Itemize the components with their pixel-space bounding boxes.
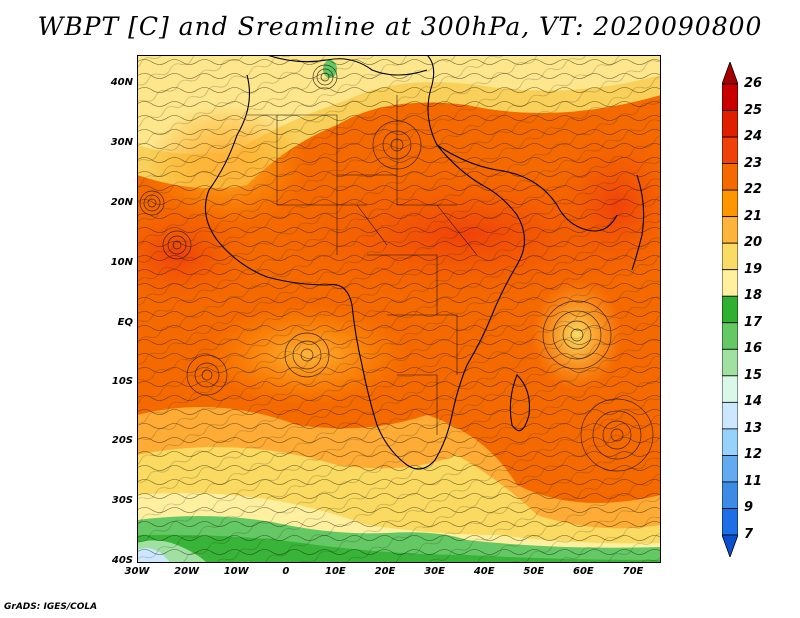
lat-tick-label: 40N (110, 77, 133, 88)
colorbar-tick-label: 12 (744, 447, 763, 463)
lat-tick-label: 30N (110, 137, 133, 148)
colorbar-tick-label: 16 (744, 341, 763, 357)
lon-tick-label: 70E (622, 566, 644, 577)
colorbar-tick-label: 20 (744, 235, 763, 251)
colorbar-segment (722, 481, 738, 509)
colorbar-segment (722, 163, 738, 191)
lat-tick-label: 30S (111, 495, 133, 506)
lat-tick-label: 20N (110, 197, 133, 208)
colorbar-tick-label: 23 (744, 155, 763, 171)
colorbar-segment (722, 110, 738, 138)
coast-madagascar (509, 374, 531, 432)
lat-tick-label: 10S (111, 376, 133, 387)
colorbar-tick-label: 11 (744, 473, 763, 489)
colorbar-segment (722, 189, 738, 218)
colorbar-segment (722, 322, 738, 350)
colorbar-tick-label: 24 (744, 129, 763, 145)
colorbar-segment (722, 455, 738, 483)
lat-tick-label: EQ (117, 317, 133, 328)
colorbar-tick-label: 26 (744, 76, 763, 91)
colorbar-segment (722, 83, 738, 111)
grads-credit: GrADS: IGES/COLA (4, 602, 98, 612)
coast-africa-outline (204, 55, 526, 470)
colorbar-tick-label: 21 (744, 208, 763, 224)
lon-tick-label: 50E (523, 566, 545, 577)
colorbar-tick-label: 14 (744, 394, 763, 410)
lon-tick-label: 10E (325, 566, 346, 577)
colorbar-segment (722, 242, 738, 271)
colorbar-tick-label: 18 (744, 288, 763, 304)
lon-tick-label: 60E (573, 566, 594, 577)
colorbar-tick-label: 13 (744, 420, 763, 436)
lat-tick-label: 20S (111, 435, 133, 446)
lon-tick-label: 40E (473, 566, 495, 577)
colorbar-segment (722, 508, 738, 536)
colorbar-tick-label: 9 (744, 500, 754, 516)
coast-mediterranean (266, 55, 428, 76)
colorbar-tick-label: 25 (744, 102, 763, 118)
colorbar-segment (722, 136, 738, 164)
lon-tick-label: 20W (174, 566, 200, 577)
streamline-vortices (139, 64, 654, 472)
lon-tick-label: 0 (282, 566, 290, 577)
coast-arabia (436, 144, 618, 232)
colorbar-segment (722, 375, 738, 403)
colorbar (722, 62, 738, 557)
lon-tick-label: 30E (424, 566, 445, 577)
lon-tick-label: 10W (223, 566, 249, 577)
colorbar-top-arrow (722, 62, 738, 85)
colorbar-tick-label: 19 (744, 261, 763, 277)
colorbar-segment (722, 401, 738, 430)
map-title: WBPT [C] and Sreamline at 300hPa, VT: 20… (37, 12, 763, 41)
lon-tick-label: 30W (124, 566, 150, 577)
colorbar-tick-label: 7 (744, 527, 754, 542)
colorbar-segment (722, 428, 738, 456)
colorbar-tick-label: 17 (744, 314, 763, 330)
lon-tick-label: 20E (374, 566, 396, 577)
coast-india (631, 174, 645, 271)
colorbar-segment (722, 216, 738, 244)
wbpt-field-map (137, 55, 661, 563)
colorbar-tick-label: 15 (744, 367, 763, 383)
colorbar-tick-label: 22 (744, 182, 763, 198)
map-panel (137, 55, 661, 563)
colorbar-bottom-arrow (722, 534, 738, 557)
lat-tick-label: 40S (111, 555, 133, 566)
map-frame (137, 55, 661, 563)
country-borders (247, 95, 478, 435)
colorbar-segment (722, 295, 738, 324)
colorbar-segment (722, 269, 738, 297)
lat-tick-label: 10N (110, 257, 133, 268)
coastlines (204, 55, 645, 470)
colorbar-segment (722, 348, 738, 377)
